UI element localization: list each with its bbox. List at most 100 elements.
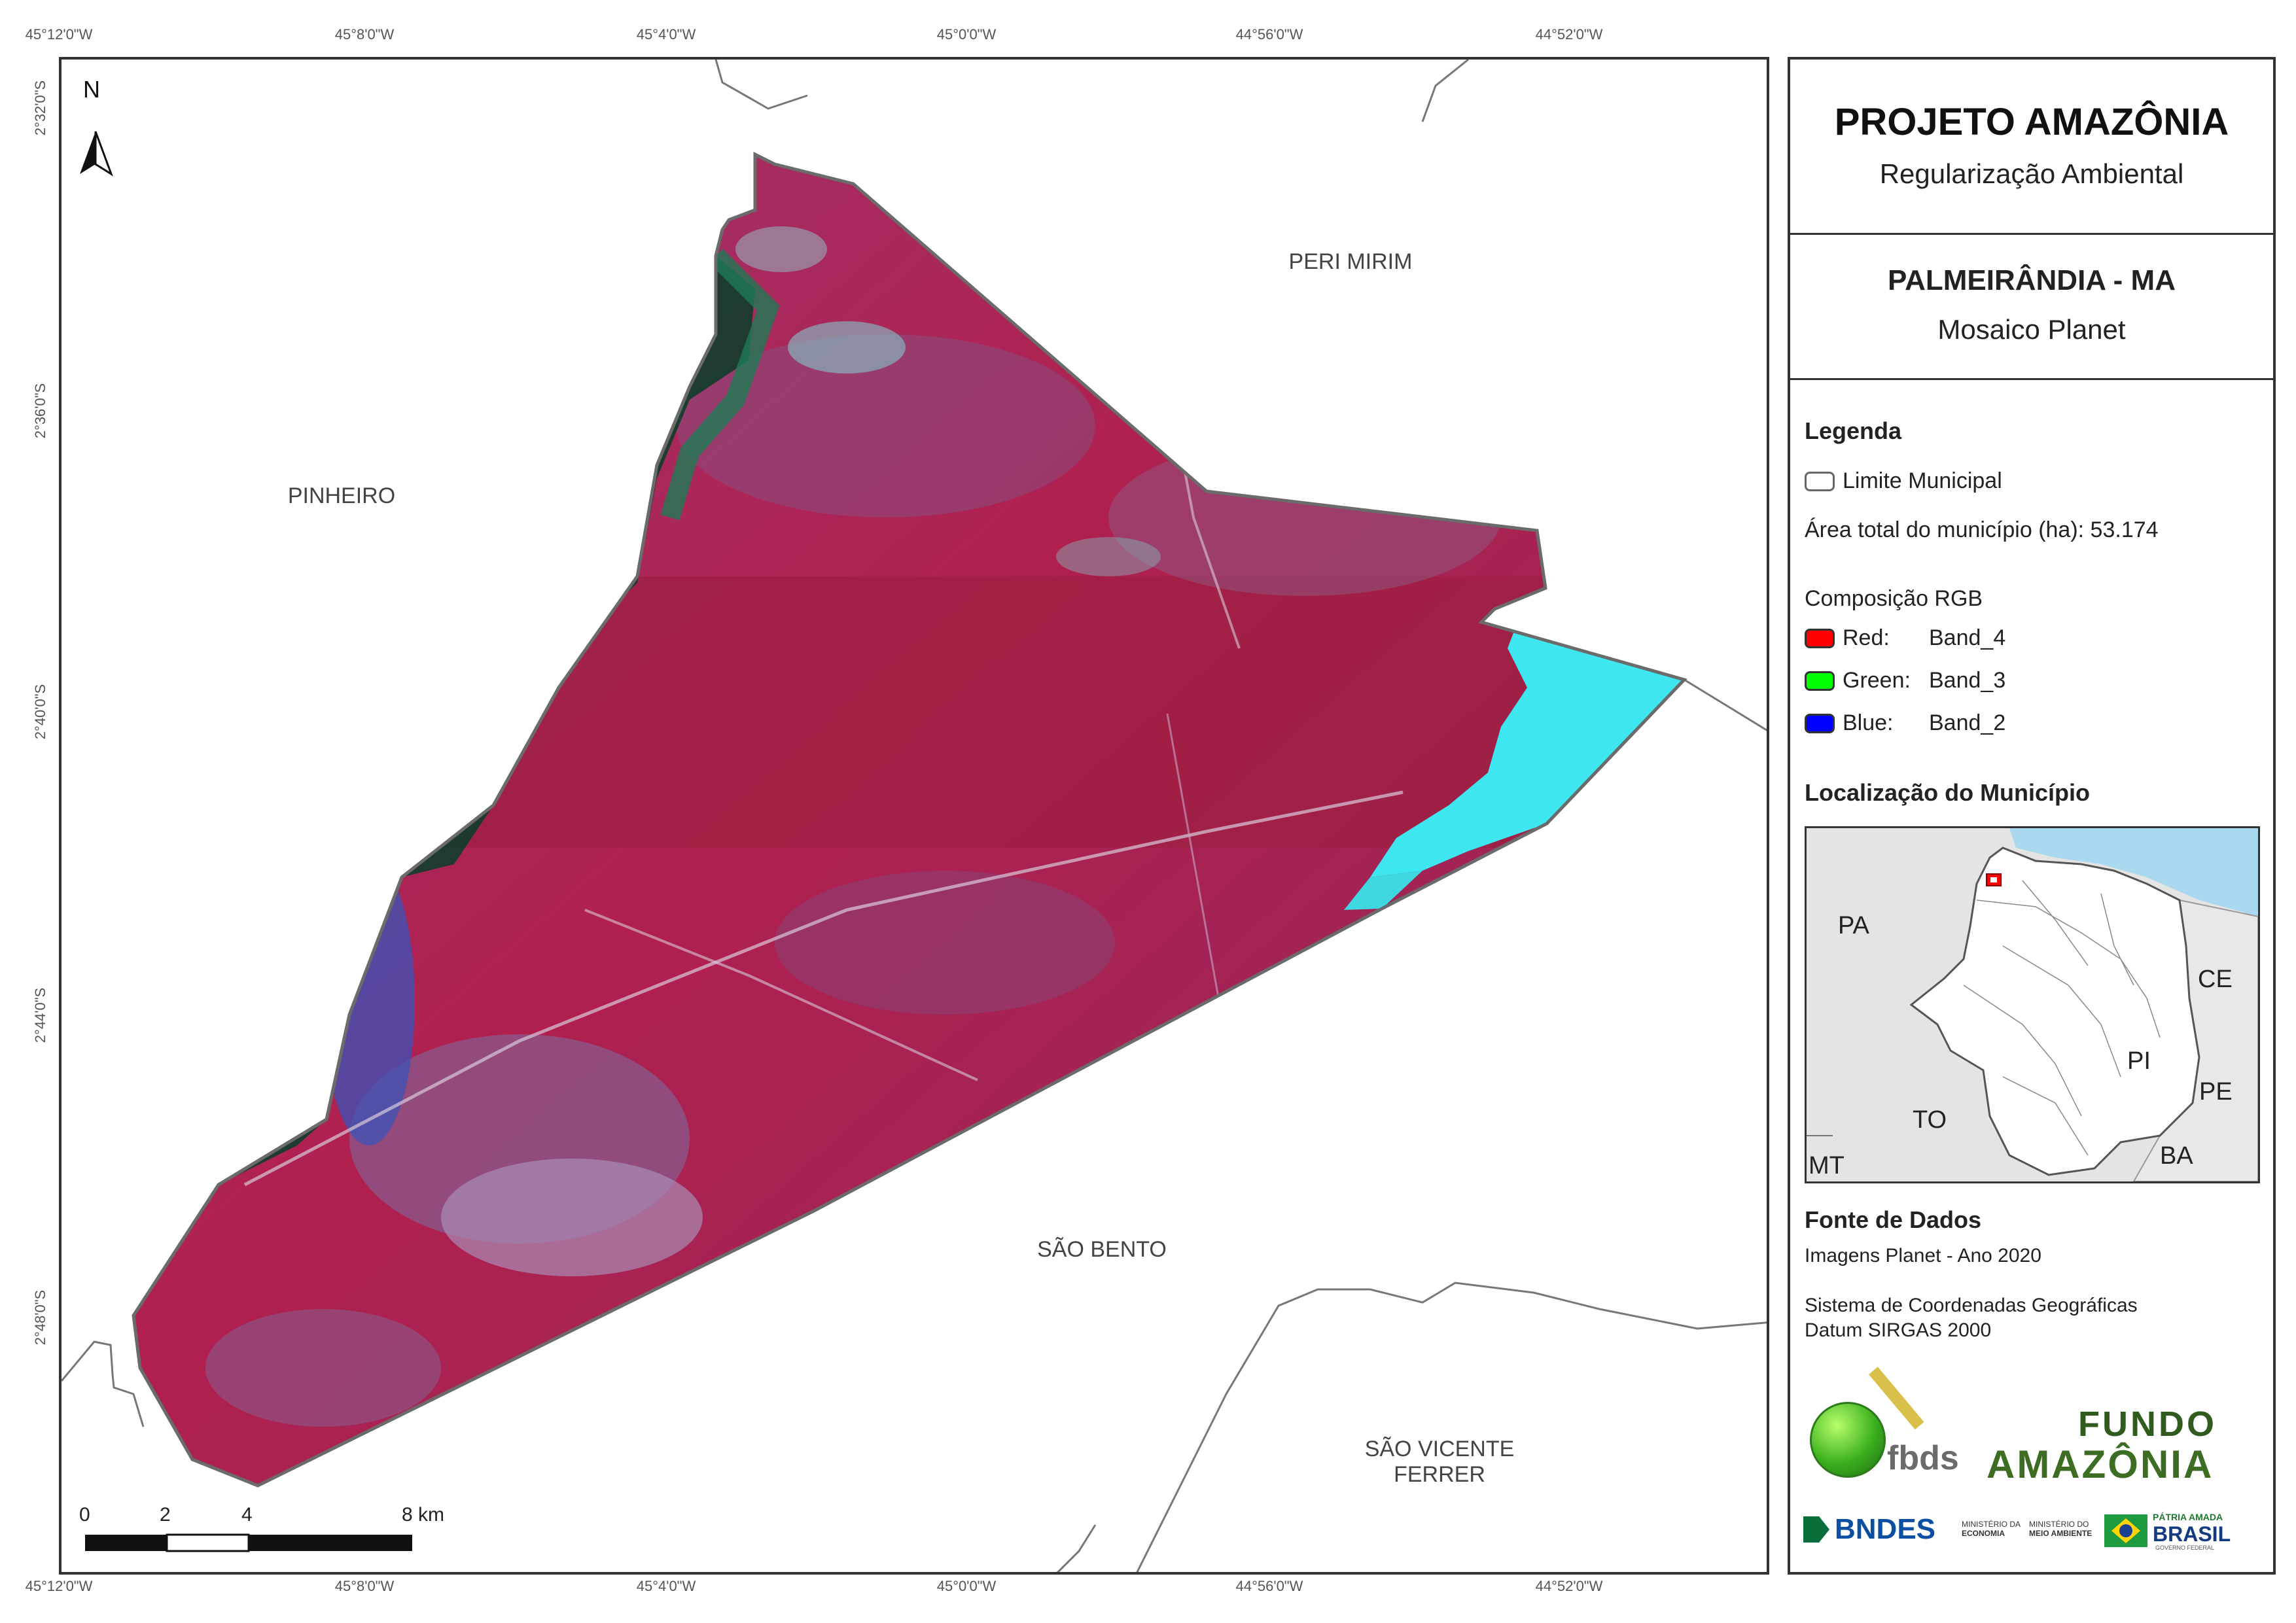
red-channel-label: Red:: [1843, 625, 1890, 650]
source-crs-text: Sistema de Coordenadas Geográficas: [1805, 1295, 2138, 1316]
scale-label-2: 2: [160, 1504, 171, 1526]
coord-left-1: 2°32'0"S: [32, 80, 48, 136]
bndes-logo-mark: [1803, 1516, 1829, 1543]
coord-top-6: 44°52'0"W: [1535, 26, 1603, 43]
neighbor-boundary-line: [1136, 1282, 1767, 1572]
coord-bottom-1: 45°12'0"W: [25, 1578, 93, 1594]
blue-band-label: Band_2: [1929, 710, 2006, 735]
coord-top-4: 45°0'0"W: [936, 26, 997, 43]
coord-bottom-2: 45°8'0"W: [334, 1578, 395, 1594]
blue-channel-label: Blue:: [1843, 710, 1894, 735]
ministry-economia-line2: ECONOMIA: [1962, 1529, 2005, 1539]
state-label-pa: PA: [1838, 912, 1869, 939]
green-swatch: [1805, 671, 1835, 691]
label-peri-mirim: PERI MIRIM: [1288, 249, 1413, 274]
neighbor-boundary-line: [1684, 678, 1767, 731]
legend-heading: Legenda: [1805, 417, 1902, 444]
legend-item-blue: Blue: Band_2: [1805, 710, 2005, 736]
coord-top-3: 45°4'0"W: [636, 26, 696, 43]
coord-bottom-3: 45°4'0"W: [636, 1578, 696, 1594]
coord-left-5: 2°48'0"S: [32, 1289, 48, 1346]
coord-top-1: 45°12'0"W: [25, 26, 93, 43]
limit-swatch: [1805, 471, 1835, 491]
green-channel-label: Green:: [1843, 668, 1911, 693]
state-label-pe: PE: [2199, 1078, 2233, 1106]
ministry-environment-line2: MEIO AMBIENTE: [2029, 1529, 2093, 1539]
state-label-mt: MT: [1809, 1152, 1845, 1179]
fundo-amazonia-logo: FUNDO AMAZÔNIA: [1987, 1404, 2261, 1489]
map-title: PALMEIRÂNDIA - MA: [1888, 264, 2176, 296]
red-band-label: Band_4: [1929, 625, 2006, 650]
north-arrow-icon: [80, 131, 113, 177]
label-sao-bento: SÃO BENTO: [1037, 1237, 1167, 1262]
fbds-logo-circle: [1810, 1402, 1886, 1478]
scale-label-0: 0: [79, 1504, 90, 1526]
source-datum-text: Datum SIRGAS 2000: [1805, 1319, 1992, 1341]
green-band-label: Band_3: [1929, 668, 2006, 693]
state-label-ba: BA: [2160, 1142, 2193, 1170]
legend-item-red: Red: Band_4: [1805, 625, 2005, 651]
state-label-to: TO: [1913, 1106, 1947, 1134]
municipality-boundary: [132, 151, 1687, 1488]
legend-item-limit: Limite Municipal: [1805, 468, 2002, 494]
brazil-flag-icon: [2104, 1514, 2147, 1547]
divider: [1790, 378, 2273, 380]
ministry-environment-logo: MINISTÉRIO DO MEIO AMBIENTE: [2029, 1520, 2092, 1539]
legend-limit-label: Limite Municipal: [1843, 468, 2002, 493]
neighbor-boundary-line: [715, 60, 808, 110]
coord-bottom-6: 44°52'0"W: [1535, 1578, 1603, 1594]
label-sao-vicente-line1: SÃO VICENTE: [1364, 1437, 1515, 1461]
legend-item-green: Green: Band_3: [1805, 668, 2005, 693]
red-swatch: [1805, 628, 1835, 648]
source-imagery-text: Imagens Planet - Ano 2020: [1805, 1245, 2041, 1266]
flag-globe: [2119, 1524, 2132, 1537]
fundo-logo-line2: AMAZÔNIA: [1987, 1442, 2214, 1486]
project-title: PROJETO AMAZÔNIA: [1834, 101, 2229, 143]
fbds-logo: fbds: [1803, 1367, 1960, 1479]
state-label-ce: CE: [2198, 966, 2233, 993]
blue-swatch: [1805, 713, 1835, 733]
label-sao-vicente-ferrer: SÃO VICENTE FERRER: [1365, 1437, 1515, 1488]
patria-line2: BRASIL: [2153, 1522, 2231, 1546]
coord-top-2: 45°8'0"W: [334, 26, 395, 43]
map-frame[interactable]: N PERI MIRIM PINHEIRO SÃO BENTO SÃO VICE…: [59, 57, 1769, 1575]
coord-bottom-5: 44°56'0"W: [1235, 1578, 1303, 1594]
ministry-environment-line1: MINISTÉRIO DO: [2029, 1520, 2089, 1529]
state-label-pi: PI: [2127, 1047, 2151, 1075]
label-pinheiro: PINHEIRO: [287, 483, 396, 508]
divider: [1790, 233, 2273, 235]
coord-left-4: 2°44'0"S: [32, 987, 48, 1043]
north-arrow-label: N: [83, 76, 100, 103]
coord-left-3: 2°40'0"S: [32, 684, 48, 740]
label-sao-vicente-line2: FERRER: [1394, 1462, 1485, 1488]
inset-map-svg: [1807, 828, 2258, 1181]
location-inset-map: PA CE PI PE TO BA MT: [1805, 826, 2260, 1183]
patria-line1: PÁTRIA AMADA: [2153, 1512, 2223, 1522]
ministry-economia-logo: MINISTÉRIO DA ECONOMIA: [1962, 1520, 2021, 1539]
sources-heading: Fonte de Dados: [1805, 1206, 1982, 1233]
neighbor-boundary-line: [1056, 1524, 1097, 1572]
area-total-text: Área total do município (ha): 53.174: [1805, 517, 2159, 542]
coord-left-2: 2°36'0"S: [32, 383, 48, 439]
maranhao-state-shape: [1909, 846, 2200, 1176]
scale-label-4: 4: [241, 1504, 253, 1526]
patria-amada-brasil-logo: PÁTRIA AMADA BRASIL GOVERNO FEDERAL: [2104, 1510, 2255, 1552]
scale-label-8km: 8 km: [402, 1504, 445, 1526]
map-subtitle: Mosaico Planet: [1937, 314, 2126, 345]
satellite-map[interactable]: [62, 60, 1769, 1575]
coord-top-5: 44°56'0"W: [1235, 26, 1303, 43]
legend-panel: PROJETO AMAZÔNIA Regularização Ambiental…: [1788, 57, 2276, 1575]
rgb-heading: Composição RGB: [1805, 586, 1983, 611]
patria-line3: GOVERNO FEDERAL: [2155, 1544, 2215, 1551]
neighbor-boundary-line: [1421, 60, 1469, 122]
bndes-logo: BNDES: [1803, 1513, 1935, 1546]
scale-bar: [85, 1533, 412, 1552]
coord-bottom-4: 45°0'0"W: [936, 1578, 997, 1594]
project-subtitle: Regularização Ambiental: [1879, 158, 2184, 189]
fbds-logo-text: fbds: [1887, 1439, 1959, 1477]
neighbor-boundary-line: [62, 1340, 145, 1427]
ministry-economia-line1: MINISTÉRIO DA: [1962, 1520, 2021, 1529]
bndes-logo-text: BNDES: [1835, 1513, 1936, 1545]
location-heading: Localização do Município: [1805, 779, 2091, 806]
fundo-logo-line1: FUNDO: [2078, 1405, 2217, 1444]
